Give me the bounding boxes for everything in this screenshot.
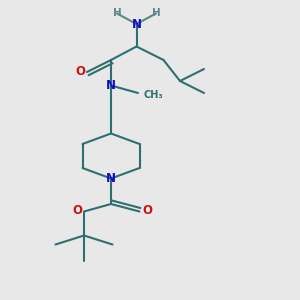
- Text: N: N: [106, 172, 116, 185]
- Text: O: O: [142, 204, 152, 218]
- Text: O: O: [72, 204, 82, 218]
- Text: H: H: [152, 8, 160, 19]
- Text: CH₃: CH₃: [143, 89, 163, 100]
- Text: H: H: [112, 8, 122, 19]
- Text: O: O: [75, 65, 85, 78]
- Text: N: N: [106, 79, 116, 92]
- Text: N: N: [131, 17, 142, 31]
